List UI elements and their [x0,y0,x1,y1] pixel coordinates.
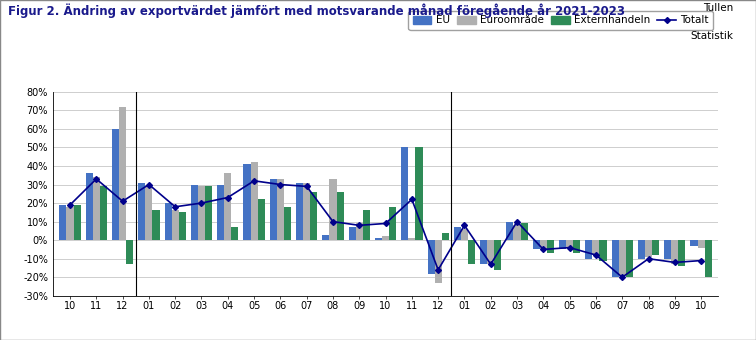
Bar [585,240,593,259]
Bar [112,129,119,240]
Bar [494,240,501,270]
Bar [296,183,303,240]
Bar [665,240,671,259]
Text: Statistik: Statistik [690,31,733,40]
Bar [60,205,67,240]
Bar [322,235,330,240]
Legend: EU, Euroområde, Externhandeln, Totalt: EU, Euroområde, Externhandeln, Totalt [408,11,713,30]
Bar [277,179,284,240]
Bar [363,210,370,240]
Bar [198,186,205,240]
Bar [566,240,573,248]
Bar [225,173,231,240]
Bar [93,177,100,240]
Bar [172,210,178,240]
Bar [408,238,415,240]
Bar [612,240,618,277]
Bar [705,240,711,277]
Bar [593,240,600,255]
Bar [559,240,566,250]
Bar [487,240,494,264]
Bar [153,210,160,240]
Bar [401,148,408,240]
Bar [73,205,81,240]
Bar [100,186,107,240]
Bar [250,162,258,240]
Bar [626,240,633,277]
Bar [356,223,363,240]
Bar [468,240,475,264]
Bar [85,173,93,240]
Bar [178,212,186,240]
Bar [618,240,626,275]
Bar [678,240,686,266]
Bar [427,240,435,274]
Bar [521,223,528,240]
Bar [217,185,225,240]
Bar [270,179,277,240]
Bar [284,207,291,240]
Bar [231,227,238,240]
Bar [638,240,645,259]
Bar [138,183,145,240]
Bar [573,240,581,253]
Bar [165,203,172,240]
Bar [191,185,198,240]
Bar [600,240,606,260]
Bar [243,164,250,240]
Bar [303,183,310,240]
Bar [258,199,265,240]
Bar [330,179,336,240]
Bar [671,240,678,264]
Bar [119,107,126,240]
Bar [435,240,442,283]
Bar [507,222,513,240]
Bar [310,192,318,240]
Bar [461,229,468,240]
Bar [349,227,356,240]
Bar [375,238,382,240]
Bar [645,240,652,257]
Bar [454,227,461,240]
Bar [652,240,659,255]
Bar [67,207,73,240]
Bar [336,192,344,240]
Bar [415,148,423,240]
Text: Tullen: Tullen [703,3,733,13]
Text: Figur 2. Ändring av exportvärdet jämfört med motsvarande månad föregående år 202: Figur 2. Ändring av exportvärdet jämfört… [8,3,624,18]
Bar [547,240,554,253]
Bar [389,207,396,240]
Bar [698,240,705,248]
Bar [513,225,521,240]
Bar [690,240,698,246]
Bar [145,185,153,240]
Bar [442,233,449,240]
Bar [126,240,133,264]
Bar [480,240,487,264]
Bar [533,240,540,250]
Bar [540,240,547,250]
Bar [205,186,212,240]
Bar [382,236,389,240]
